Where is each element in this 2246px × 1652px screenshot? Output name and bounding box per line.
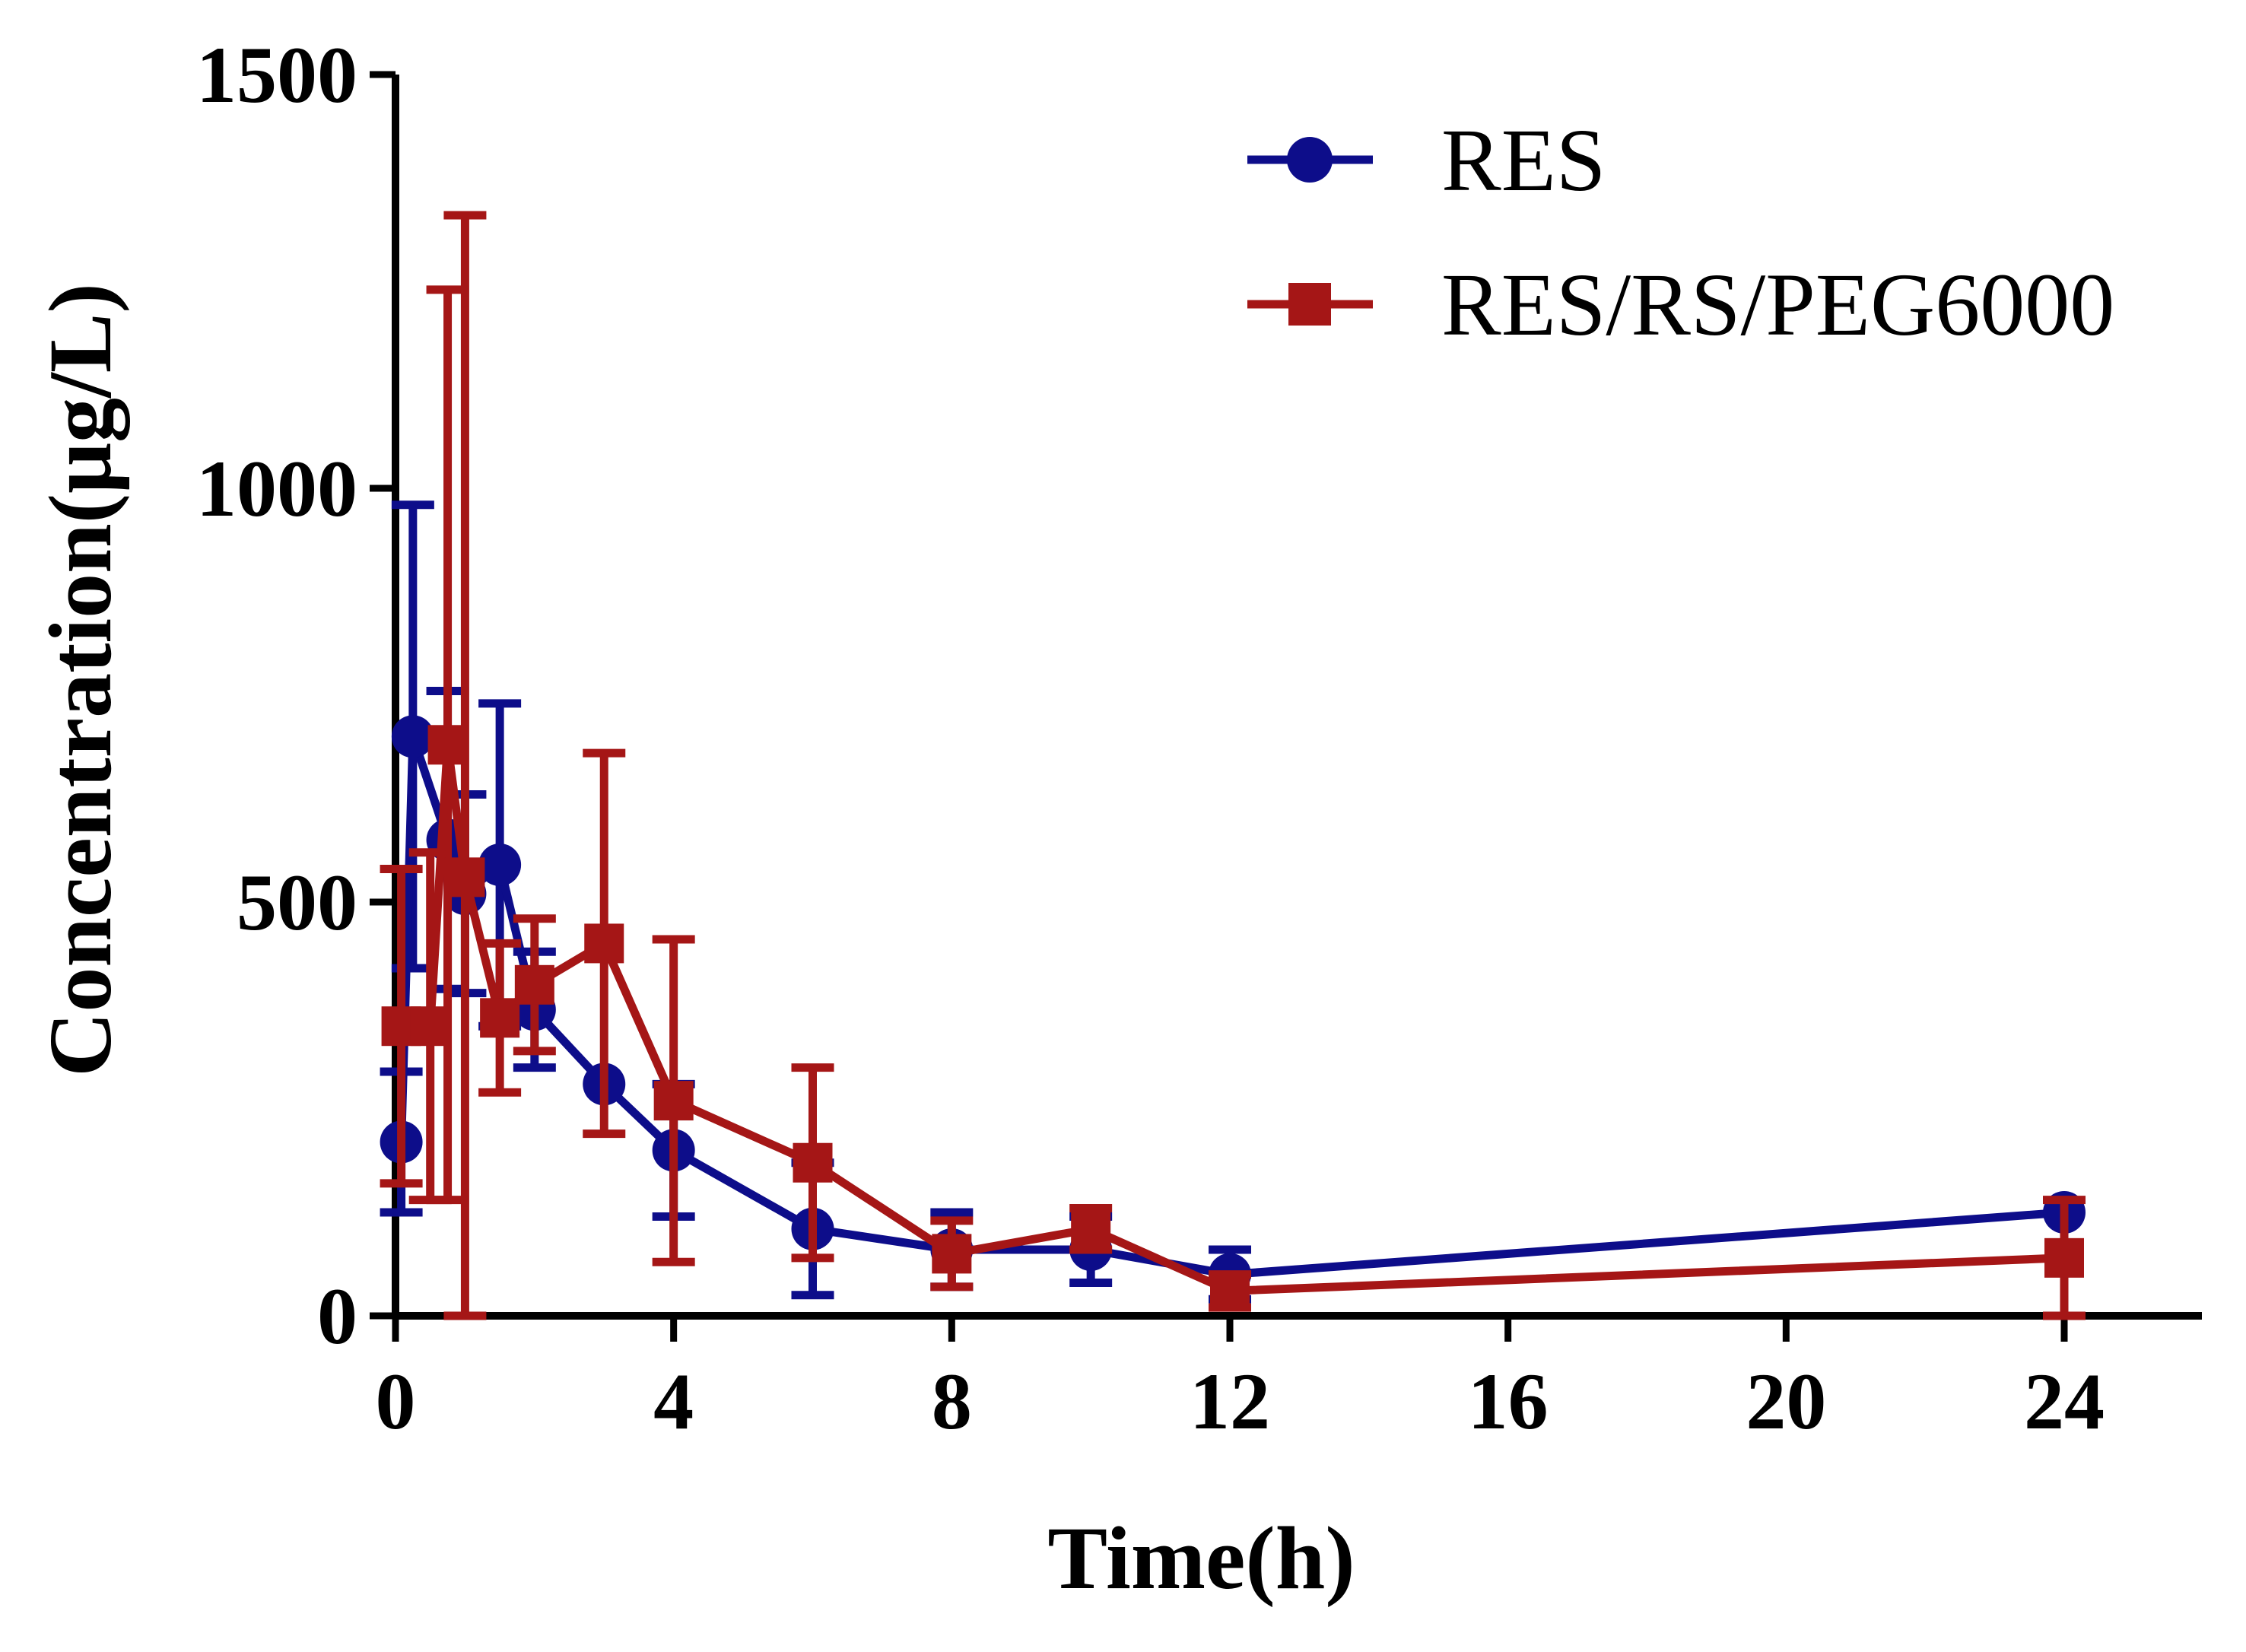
data-point	[584, 923, 624, 964]
x-tick-label: 8	[932, 1357, 972, 1446]
data-point	[2044, 1237, 2084, 1278]
legend-label: RES/RS/PEG6000	[1441, 255, 2114, 354]
y-tick-label: 500	[237, 858, 357, 947]
x-tick-label: 12	[1190, 1357, 1270, 1446]
legend-label: RES	[1441, 110, 1606, 210]
legend-item-res-rs-peg6000: RES/RS/PEG6000	[1247, 255, 2114, 354]
data-point	[1071, 1209, 1111, 1249]
x-axis-title: Time(h)	[1047, 1508, 1355, 1608]
axes: 0 500 1000 1500 0 4 8 12 16 20 24 Time(h) Concentrat…	[30, 30, 2202, 1608]
data-point	[793, 1142, 833, 1183]
data-point	[445, 857, 485, 897]
series-line	[401, 740, 2065, 1295]
legend: RES RES/RS/PEG6000	[1247, 110, 2114, 354]
data-point	[391, 715, 434, 758]
y-axis-title: Concentration(μg/L)	[30, 283, 130, 1077]
data-point	[1210, 1271, 1250, 1311]
series-line	[397, 732, 2065, 1279]
data-point	[514, 964, 554, 1005]
y-tick-label: 1500	[196, 30, 357, 119]
legend-marker	[1288, 283, 1331, 326]
legend-marker	[1287, 137, 1333, 183]
data-point	[653, 1081, 694, 1121]
data-point	[932, 1234, 972, 1274]
data-point	[478, 843, 522, 887]
data-point	[410, 1006, 450, 1047]
y-tick-label: 1000	[196, 444, 357, 533]
data-point	[480, 998, 520, 1038]
x-tick-label: 20	[1746, 1357, 1826, 1446]
legend-item-res: RES	[1247, 110, 1606, 210]
series-layer	[380, 211, 2086, 1320]
data-point	[427, 725, 468, 765]
series-res	[380, 500, 2086, 1304]
series-res-rs-peg6000	[380, 211, 2086, 1320]
y-tick-label: 0	[317, 1272, 357, 1361]
x-tick-label: 24	[2024, 1357, 2105, 1446]
x-tick-label: 0	[376, 1357, 416, 1446]
x-tick-label: 16	[1468, 1357, 1549, 1446]
x-tick-label: 4	[653, 1357, 694, 1446]
